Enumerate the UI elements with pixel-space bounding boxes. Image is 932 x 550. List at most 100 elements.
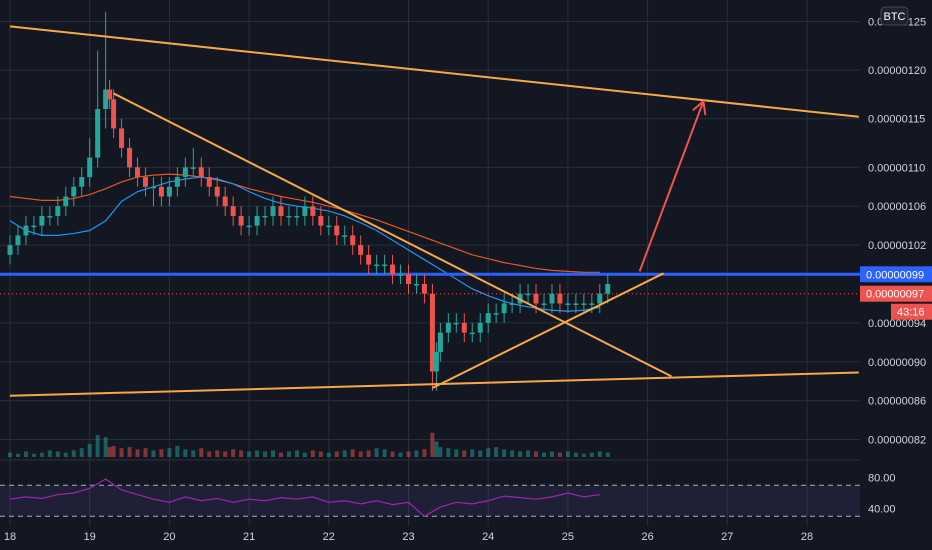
candle-body: [374, 264, 380, 267]
volume-bar: [350, 449, 355, 457]
currency-badge[interactable]: BTC: [880, 6, 909, 26]
candles: [7, 11, 611, 391]
candle-body: [557, 293, 563, 304]
candle-body: [127, 147, 133, 168]
projection-arrow-head: [692, 99, 707, 116]
price-levels: [0, 272, 860, 295]
candle-body: [7, 245, 13, 255]
candle-body: [107, 89, 113, 100]
volume-bar: [111, 446, 116, 457]
candle-body: [573, 303, 579, 305]
candle-body: [111, 99, 117, 129]
volume-bar: [382, 449, 387, 457]
candle-body: [350, 235, 356, 246]
trend-lines: [9, 25, 859, 397]
y-tick-label: 0.00000106: [868, 201, 926, 213]
last-price-badge: 0.00000097: [860, 285, 932, 302]
x-tick-label: 28: [801, 531, 813, 543]
candle-body: [254, 215, 260, 226]
last-price-label: 0.00000097: [866, 289, 924, 301]
volume-bar: [55, 451, 60, 457]
candle-body: [71, 186, 77, 197]
volume-bar: [414, 450, 419, 457]
volume-bar: [223, 451, 228, 457]
volume-bar: [374, 448, 379, 457]
x-tick-label: 22: [323, 531, 335, 543]
y-tick-label: 0.00000086: [868, 396, 926, 408]
volume-bar: [107, 447, 112, 457]
volume-bar: [581, 453, 586, 457]
candle-body: [79, 177, 85, 187]
candle-body: [501, 303, 507, 314]
volume-bar: [470, 449, 475, 457]
volume-bar: [430, 432, 435, 457]
volume-bar: [318, 451, 323, 457]
volume-bar: [541, 452, 546, 457]
trend-line[interactable]: [9, 371, 859, 397]
volume-bar: [231, 449, 236, 457]
volume-bar: [183, 449, 188, 457]
price-scale-panel[interactable]: [860, 0, 932, 526]
x-tick-label: 19: [84, 531, 96, 543]
candle-body: [294, 215, 300, 218]
candle-body: [119, 128, 125, 148]
volume-bar: [302, 452, 307, 457]
volume-bar: [390, 451, 395, 457]
candle-body: [182, 167, 188, 178]
time-axis[interactable]: 18 19 20 21 22 23 24 25 26 27 28: [4, 531, 813, 543]
candle-body: [533, 293, 539, 304]
trend-line[interactable]: [431, 272, 664, 389]
volume-bar: [310, 450, 315, 457]
x-tick-label: 18: [4, 531, 16, 543]
x-tick-label: 20: [163, 531, 175, 543]
volume-bar: [462, 450, 467, 457]
x-tick-label: 21: [243, 531, 255, 543]
volume-bar: [23, 451, 28, 457]
candle-body: [15, 235, 21, 246]
volume-bar: [119, 448, 124, 457]
candle-body: [158, 186, 164, 197]
candle-body: [95, 108, 101, 158]
candle-body: [525, 293, 531, 296]
candle-body: [549, 293, 555, 304]
volume-bar: [39, 452, 44, 457]
candle-body: [47, 215, 53, 218]
x-tick-label: 27: [721, 531, 733, 543]
y-tick-label: 0.00000110: [868, 162, 925, 174]
candle-body: [342, 235, 348, 237]
volume-bar: [255, 450, 260, 457]
volume-bar: [502, 449, 507, 457]
volume-bar: [8, 452, 12, 457]
candle-body: [87, 157, 93, 178]
volume-bar: [342, 450, 347, 457]
volume-bar: [151, 450, 156, 457]
volume-bar: [135, 449, 140, 457]
volume-bar: [87, 443, 92, 457]
volume-bar: [358, 451, 363, 457]
time-scale-panel[interactable]: [0, 526, 860, 550]
volume-bar: [79, 448, 84, 457]
trend-line[interactable]: [113, 92, 672, 378]
y-tick-label: 0.00000090: [868, 357, 926, 369]
candle-body: [358, 245, 364, 255]
volume-bar: [434, 441, 439, 457]
candle-body: [230, 206, 236, 216]
candle-body: [222, 196, 228, 207]
volume-bar: [294, 450, 299, 457]
volume-bar: [526, 450, 531, 457]
rsi-tick-label: 40.00: [868, 504, 896, 516]
volume-bar: [422, 449, 427, 457]
candle-body: [198, 167, 204, 178]
candle-body: [326, 225, 332, 228]
candle-body: [55, 206, 61, 216]
candle-body: [469, 332, 475, 335]
trend-line[interactable]: [9, 25, 859, 118]
x-tick-label: 23: [402, 531, 414, 543]
candle-body: [238, 215, 244, 226]
volume-bar: [47, 450, 52, 457]
candle-body: [334, 225, 340, 236]
projection-arrow[interactable]: [638, 100, 705, 272]
volume-bar: [478, 450, 483, 457]
candle-body: [270, 206, 276, 216]
